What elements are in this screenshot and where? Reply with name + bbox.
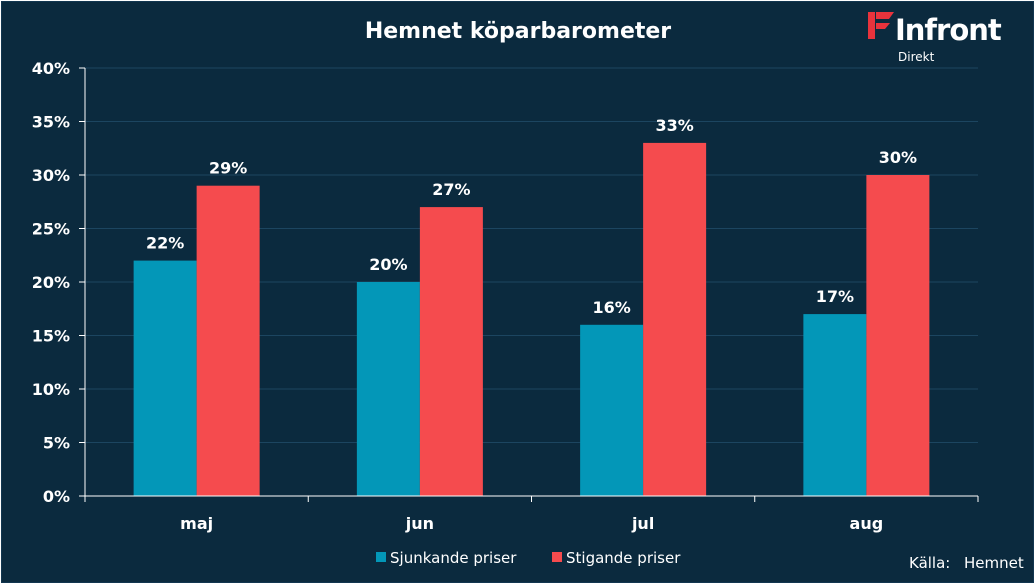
brand-sub: Direkt bbox=[898, 50, 935, 64]
source-note: Källa: Hemnet bbox=[909, 554, 1024, 572]
brand-logo: Infront Direkt bbox=[868, 12, 1003, 64]
y-tick-label: 35% bbox=[32, 113, 70, 132]
bar-jun-stigande bbox=[419, 207, 483, 496]
bar-aug-stigande bbox=[866, 175, 930, 496]
x-axis-ticks: maj jun jul aug bbox=[180, 514, 883, 533]
y-tick-label: 30% bbox=[32, 166, 70, 185]
bar-jul-stigande bbox=[643, 142, 707, 496]
y-tick-label: 40% bbox=[32, 59, 70, 78]
bar-jun-sjunkande bbox=[356, 282, 420, 496]
y-tick-label: 10% bbox=[32, 380, 70, 399]
source-label: Källa: bbox=[909, 554, 950, 572]
bar-aug-sjunkande bbox=[803, 314, 867, 496]
brand-name: Infront bbox=[895, 13, 1002, 47]
data-label: 20% bbox=[369, 255, 407, 274]
data-label: 29% bbox=[209, 159, 247, 178]
legend-swatch bbox=[552, 552, 562, 562]
chart-title: Hemnet köparbarometer bbox=[365, 19, 671, 44]
x-tick-label: aug bbox=[850, 514, 884, 533]
y-tick-label: 15% bbox=[32, 327, 70, 346]
legend-label: Stigande priser bbox=[566, 549, 681, 567]
y-tick-label: 25% bbox=[32, 220, 70, 239]
data-label: 17% bbox=[816, 287, 854, 306]
data-labels: 22% 29% 20% 27% 16% 33% 17% 30% bbox=[146, 116, 917, 317]
y-tick-label: 5% bbox=[43, 434, 70, 453]
legend-label: Sjunkande priser bbox=[390, 549, 517, 567]
infront-logo-icon bbox=[868, 12, 894, 39]
bar-maj-stigande bbox=[196, 185, 260, 496]
y-tick-label: 20% bbox=[32, 273, 70, 292]
x-tick-label: jun bbox=[405, 514, 434, 533]
data-label: 30% bbox=[879, 148, 917, 167]
source-name: Hemnet bbox=[964, 554, 1024, 572]
bar-maj-sjunkande bbox=[133, 260, 197, 496]
data-label: 22% bbox=[146, 234, 184, 253]
bar-jul-sjunkande bbox=[580, 324, 644, 496]
y-tick-label: 0% bbox=[43, 487, 70, 506]
x-tick-label: maj bbox=[180, 514, 213, 533]
data-label: 16% bbox=[592, 298, 630, 317]
y-axis-ticks: 0% 5% 10% 15% 20% 25% 30% 35% 40% bbox=[32, 59, 85, 506]
legend: Sjunkande priser Stigande priser bbox=[376, 549, 681, 567]
x-tick-label: jul bbox=[631, 514, 654, 533]
bars bbox=[133, 142, 930, 496]
axes bbox=[84, 68, 979, 502]
data-label: 27% bbox=[432, 180, 470, 199]
legend-swatch bbox=[376, 552, 386, 562]
data-label: 33% bbox=[655, 116, 693, 135]
